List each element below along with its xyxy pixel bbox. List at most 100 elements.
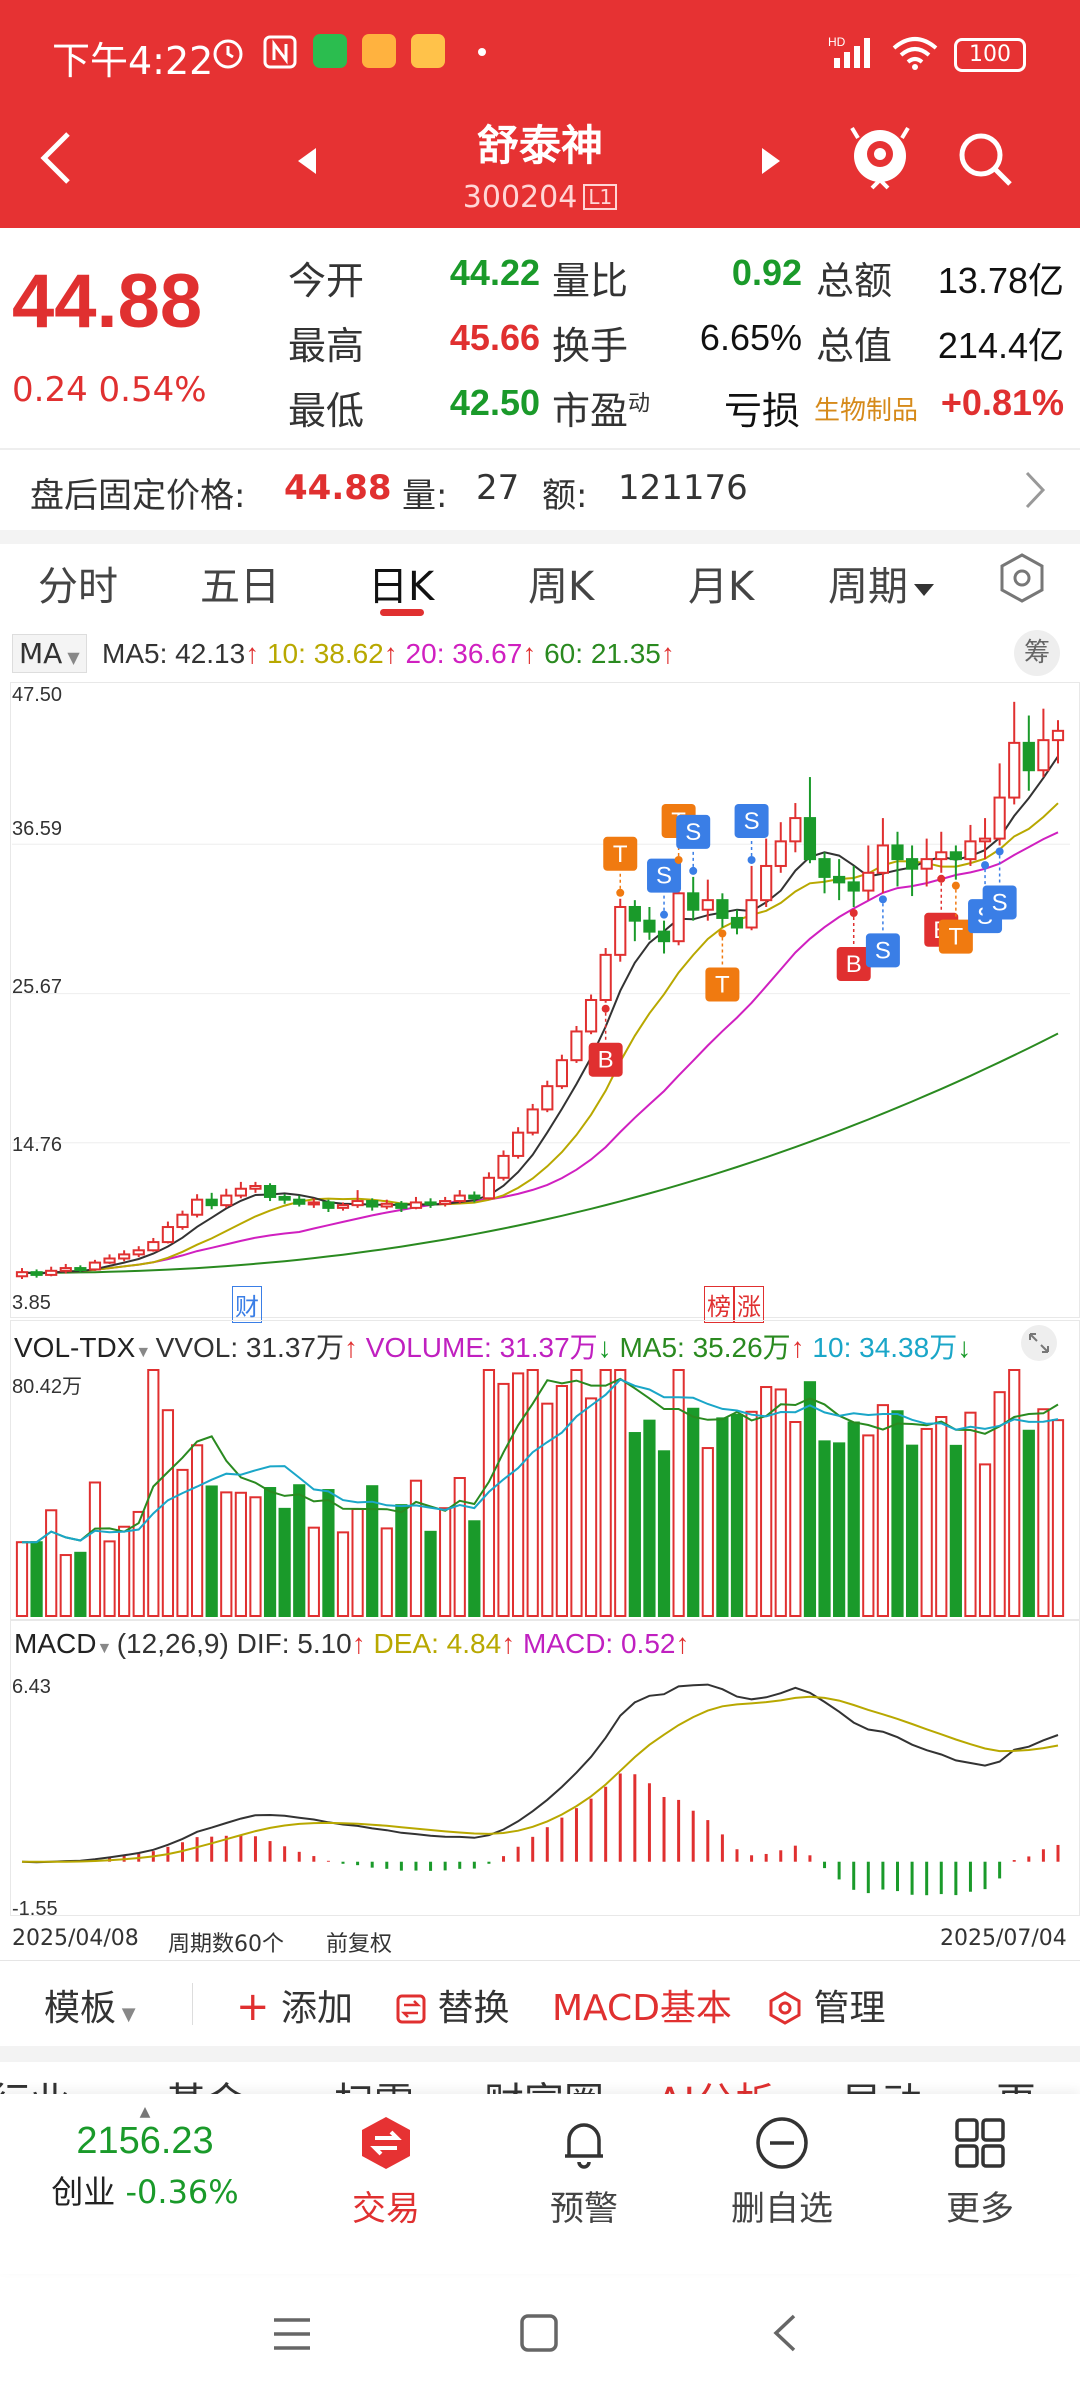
manage-button[interactable]: 管理 xyxy=(768,1979,885,2031)
rise-event-marker[interactable]: 涨 xyxy=(734,1286,764,1323)
pe-label-text: 市盈 xyxy=(552,389,629,433)
macd-dif: DIF: 5.10 xyxy=(236,1628,352,1659)
feature-tab-fund[interactable]: 基金 xyxy=(166,2070,246,2094)
feature-tab-more[interactable]: 更 xyxy=(996,2070,1036,2094)
earnings-event-marker[interactable]: 财 xyxy=(232,1286,262,1323)
back-arrow-icon[interactable] xyxy=(36,128,76,188)
after-hours-label: 盘后固定价格: xyxy=(30,476,246,516)
tab-weekly-k[interactable]: 周K xyxy=(528,564,595,610)
after-hours-bar[interactable]: 盘后固定价格: 44.88 量: 27 额: 121176 xyxy=(0,448,1080,544)
back-icon[interactable] xyxy=(770,2312,800,2354)
more-button[interactable]: 更多 xyxy=(900,2114,1060,2230)
feature-tab-industry[interactable]: 行业 xyxy=(0,2070,70,2094)
stock-code: 300204 L1 xyxy=(340,180,740,215)
menu-icon[interactable] xyxy=(270,2314,314,2354)
candle xyxy=(1051,720,1065,764)
sector-name[interactable]: 生物制品 xyxy=(814,396,919,426)
turnover-rate-label: 换手 xyxy=(552,324,629,368)
candle-body xyxy=(249,1185,262,1190)
feature-tabs-row: 行业 基金 扫雷 财富圈 AI分析 异动 更 xyxy=(0,2062,1080,2094)
price-adjustment[interactable]: 前复权 xyxy=(326,1932,393,1957)
market-cap-value: 214.4亿 xyxy=(937,325,1064,366)
remove-watchlist-button[interactable]: 删自选 xyxy=(702,2114,862,2230)
replace-indicator-button[interactable]: 替换 xyxy=(396,1979,509,2031)
feature-tab-minesweeper[interactable]: 扫雷 xyxy=(334,2070,414,2094)
candle xyxy=(643,906,656,940)
svg-text:HD: HD xyxy=(828,35,846,49)
signal-dot xyxy=(981,861,990,870)
tab-daily-k[interactable]: 日K xyxy=(368,564,435,610)
candle xyxy=(453,1190,466,1204)
volume-bar xyxy=(657,1450,671,1617)
feature-tab-ai-analysis[interactable]: AI分析 xyxy=(656,2070,775,2094)
mascot-icon[interactable] xyxy=(850,124,910,196)
volume-bar xyxy=(351,1508,364,1617)
candle xyxy=(584,994,598,1035)
trade-button[interactable]: 交易 xyxy=(306,2114,466,2230)
macd-indicator-name[interactable]: MACD xyxy=(14,1628,97,1659)
candle-body xyxy=(1037,739,1050,772)
volume-bar xyxy=(847,1421,860,1618)
signal-marker-S xyxy=(647,858,682,893)
volume-chart[interactable] xyxy=(0,1360,1080,1618)
ma-indicator-selector[interactable]: MA ▼ xyxy=(12,634,87,673)
turnover-amount-label: 总额 xyxy=(816,259,893,303)
low-label: 最低 xyxy=(288,389,365,433)
tab-intraday[interactable]: 分时 xyxy=(38,564,118,610)
template-button[interactable]: 模板 ▼ xyxy=(44,1988,136,2029)
macd-basic-button[interactable]: MACD基本 xyxy=(552,1988,732,2029)
candle-body xyxy=(59,1267,72,1272)
volume-bar xyxy=(88,1481,102,1617)
candle xyxy=(439,1196,452,1207)
candle xyxy=(541,1080,554,1113)
signal-label: S xyxy=(992,889,1008,916)
feature-tab-abnormal[interactable]: 异动 xyxy=(842,2070,922,2094)
candle xyxy=(555,1054,568,1089)
home-icon[interactable] xyxy=(518,2312,560,2354)
alert-button[interactable]: 预警 xyxy=(504,2114,664,2230)
candle-body xyxy=(555,1059,568,1088)
signal-dot xyxy=(747,855,756,864)
indicator-toolbar: 模板 ▼ + 添加 替换 MACD基本 管理 xyxy=(0,1960,1080,2047)
volume-bar xyxy=(891,1410,904,1617)
tab-monthly-k[interactable]: 月K xyxy=(688,564,755,610)
ma20-line xyxy=(21,831,1059,1275)
tab-five-day[interactable]: 五日 xyxy=(200,564,280,610)
tab-period[interactable]: 周期 xyxy=(828,554,936,612)
candle xyxy=(745,865,758,931)
add-indicator-button[interactable]: + 添加 xyxy=(236,1979,353,2031)
template-label: 模板 xyxy=(44,1988,117,2029)
ranking-event-marker[interactable]: 榜 xyxy=(704,1286,734,1323)
vol-indicator-name[interactable]: VOL-TDX xyxy=(14,1332,136,1363)
macd-chart[interactable] xyxy=(0,1666,1080,1920)
volume-bar xyxy=(803,1381,817,1617)
signal-dot xyxy=(878,895,887,904)
feature-tab-wealth-circle[interactable]: 财富圈 xyxy=(484,2070,604,2094)
candle-body xyxy=(482,1176,496,1200)
nfc-icon xyxy=(263,35,297,69)
signal-marker-S xyxy=(676,814,711,849)
candle-body xyxy=(949,851,962,861)
prev-stock-icon[interactable] xyxy=(296,146,320,176)
candle-body xyxy=(643,919,656,933)
settings-hexagon-icon[interactable] xyxy=(998,552,1046,604)
price-axis-2: 36.59 xyxy=(12,818,63,840)
volume-bar xyxy=(497,1382,510,1617)
candle-body xyxy=(920,858,933,870)
search-icon[interactable] xyxy=(956,130,1016,190)
signal-dot xyxy=(951,881,960,890)
candle xyxy=(701,879,714,921)
volume-bar xyxy=(628,1432,641,1617)
index-change: -0.36% xyxy=(125,2173,239,2211)
chip-distribution-button[interactable]: 筹 xyxy=(1014,630,1060,676)
index-quote[interactable]: ▲ 2156.23 创业 -0.36% xyxy=(20,2104,270,2213)
signal-label: S xyxy=(656,863,672,890)
next-stock-icon[interactable] xyxy=(758,146,782,176)
expand-icon[interactable] xyxy=(1020,1324,1058,1362)
sector-change[interactable]: +0.81% xyxy=(940,382,1064,423)
stock-code-text: 300204 xyxy=(462,180,578,215)
date-start: 2025/04/08 xyxy=(12,1926,139,1951)
candlestick-chart[interactable]: BTSTSTSBSBTSS xyxy=(0,680,1080,1320)
signal-dot xyxy=(616,888,625,897)
candle-body xyxy=(964,840,977,861)
